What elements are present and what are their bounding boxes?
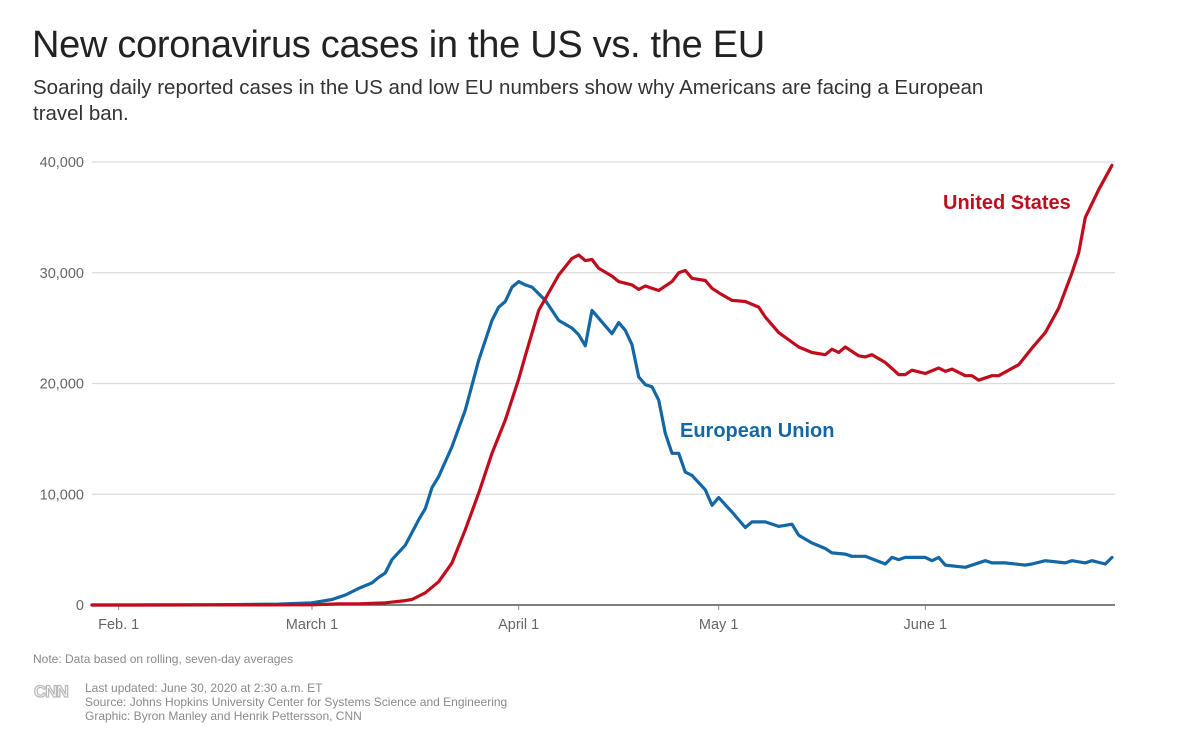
x-tick-label: April 1	[498, 617, 539, 633]
y-tick-label: 30,000	[40, 266, 84, 282]
series-label-united-states: United States	[943, 192, 1071, 214]
chart-subtitle: Soaring daily reported cases in the US a…	[33, 76, 984, 125]
y-tick-label: 40,000	[40, 155, 84, 171]
chart-footer: Last updated: June 30, 2020 at 2:30 a.m.…	[85, 681, 507, 723]
chart-note: Note: Data based on rolling, seven-day a…	[33, 652, 294, 666]
graphic-credit: Graphic: Byron Manley and Henrik Petters…	[85, 709, 362, 723]
series-lines	[90, 163, 1114, 607]
last-updated: Last updated: June 30, 2020 at 2:30 a.m.…	[85, 681, 323, 695]
series-label-european-union: European Union	[680, 420, 834, 442]
y-axis: 0 10,000 20,000 30,000 40,000	[40, 155, 84, 614]
y-tick-label: 10,000	[40, 487, 84, 503]
y-tick-label: 20,000	[40, 377, 84, 393]
series-line-european-union	[90, 280, 1114, 607]
y-tick-label: 0	[76, 598, 84, 614]
chart-title: New coronavirus cases in the US vs. the …	[32, 24, 765, 66]
x-tick-label: May 1	[699, 617, 739, 633]
x-tick-label: Feb. 1	[98, 617, 139, 633]
source: Source: Johns Hopkins University Center …	[85, 695, 508, 709]
x-axis: Feb. 1 March 1 April 1 May 1 June 1	[92, 604, 1115, 633]
x-tick-label: March 1	[286, 617, 338, 633]
cnn-logo: CNN	[33, 681, 69, 701]
series-line-united-states	[90, 163, 1114, 607]
x-tick-label: June 1	[904, 617, 948, 633]
